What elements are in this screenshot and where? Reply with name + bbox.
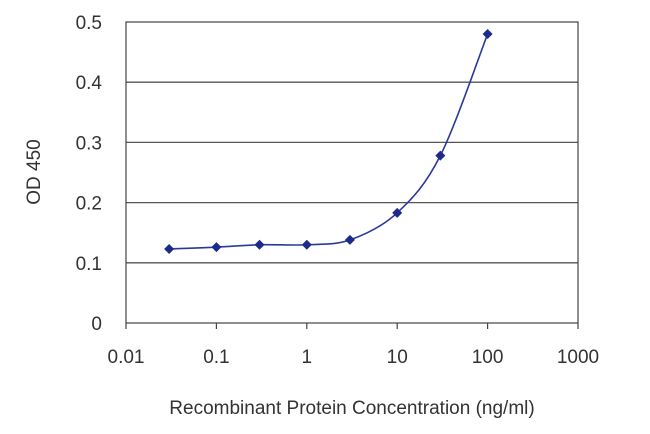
- y-axis-tick-labels: 0 0.1 0.2 0.3 0.4 0.5: [76, 13, 103, 335]
- plot-area: [125, 21, 579, 324]
- data-point: [482, 29, 493, 40]
- x-axis-tick-labels: 0.01 0.1 1 10 100 1000: [108, 347, 600, 368]
- y-tick-label: 0.4: [76, 73, 103, 94]
- y-tick-label: 0.2: [76, 194, 102, 215]
- data-points: [164, 29, 493, 254]
- x-tick-label: 100: [472, 347, 504, 368]
- x-tick-label: 10: [387, 347, 408, 368]
- data-point: [392, 207, 403, 218]
- x-axis-ticks: [125, 323, 579, 329]
- x-tick-label: 1: [302, 347, 313, 368]
- x-axis-label: Recombinant Protein Concentration (ng/ml…: [169, 398, 534, 419]
- x-tick-label: 1000: [557, 347, 599, 368]
- series-line: [169, 33, 489, 250]
- x-tick-label: 0.01: [108, 347, 145, 368]
- y-tick-label: 0.5: [76, 13, 102, 34]
- grid-lines: [126, 81, 578, 264]
- data-point: [164, 243, 175, 254]
- data-point: [344, 234, 355, 245]
- y-tick-label: 0.1: [76, 254, 102, 275]
- data-point: [254, 239, 265, 250]
- data-point: [301, 239, 312, 250]
- data-point: [435, 150, 446, 161]
- y-tick-label: 0.3: [76, 133, 102, 154]
- x-tick-label: 0.1: [203, 347, 229, 368]
- y-axis-label: OD 450: [24, 139, 45, 204]
- data-point: [211, 242, 222, 253]
- y-tick-label: 0: [91, 314, 102, 335]
